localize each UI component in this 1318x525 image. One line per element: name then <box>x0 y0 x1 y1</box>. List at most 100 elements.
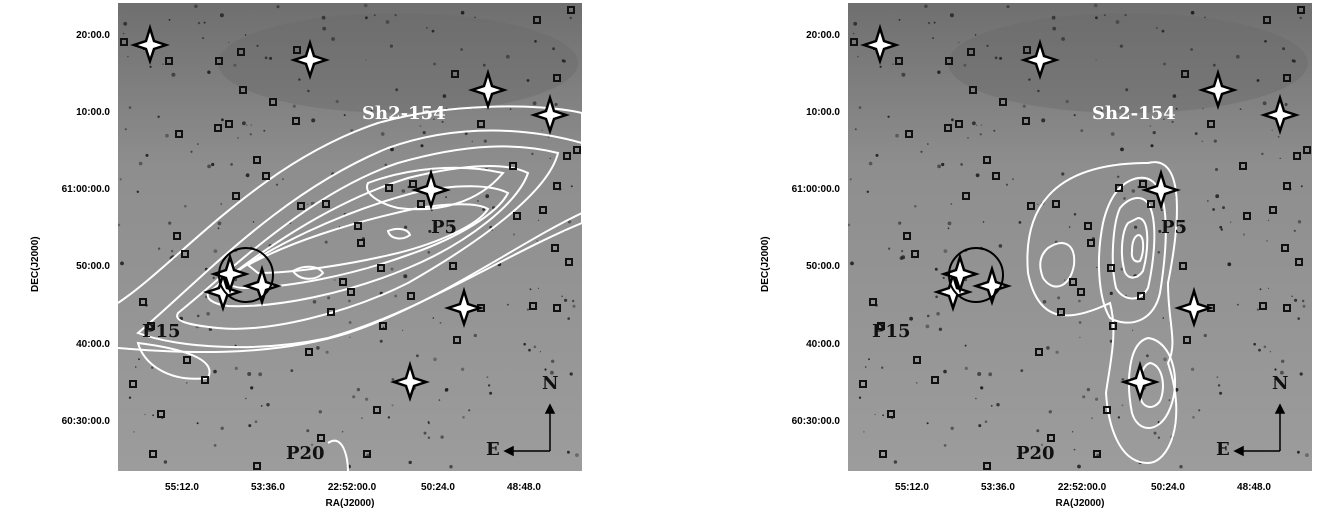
field-star <box>1279 157 1281 159</box>
field-star <box>321 15 326 20</box>
field-star <box>234 366 238 370</box>
field-star <box>1073 114 1076 117</box>
field-star <box>256 44 259 47</box>
field-star <box>460 10 465 15</box>
field-star <box>1277 135 1280 138</box>
label-p15: P15 <box>142 321 181 342</box>
field-star <box>237 137 239 139</box>
field-star <box>408 460 412 465</box>
field-star <box>974 34 977 36</box>
field-star <box>901 72 906 77</box>
field-star <box>170 249 174 253</box>
field-star <box>895 133 899 138</box>
field-star <box>980 386 984 390</box>
field-star <box>1280 370 1284 375</box>
field-star <box>1012 178 1014 181</box>
field-star <box>138 358 140 361</box>
field-star <box>993 129 996 132</box>
field-star <box>899 256 904 260</box>
field-star <box>529 288 532 291</box>
field-star <box>325 350 329 354</box>
y-axis-label: DEC(J2000) <box>30 236 41 292</box>
field-star <box>352 395 356 399</box>
field-star <box>887 115 890 119</box>
field-star <box>1006 5 1010 9</box>
field-star <box>863 431 865 433</box>
field-star <box>1207 200 1209 202</box>
field-star <box>935 295 938 299</box>
field-star <box>133 431 135 433</box>
field-star <box>423 431 427 435</box>
field-star <box>950 203 953 205</box>
field-star <box>460 48 463 51</box>
field-star <box>986 44 989 47</box>
field-star <box>211 162 215 167</box>
field-star <box>419 125 422 127</box>
field-star <box>1048 410 1052 414</box>
field-star <box>561 59 565 63</box>
field-star <box>858 106 862 109</box>
field-star <box>575 453 579 457</box>
field-star <box>427 436 431 439</box>
field-star <box>868 161 873 166</box>
field-star <box>544 368 547 371</box>
field-star <box>1192 416 1195 419</box>
field-star <box>998 244 1003 248</box>
field-star <box>1179 465 1183 469</box>
field-star <box>477 200 479 202</box>
field-star <box>512 233 516 236</box>
field-star <box>258 372 263 377</box>
cluster-circle <box>218 247 274 303</box>
field-star <box>220 426 224 430</box>
field-star <box>252 221 255 223</box>
field-star <box>282 178 284 181</box>
label-p15: P15 <box>872 321 911 342</box>
field-star <box>874 413 876 416</box>
field-star <box>394 294 398 298</box>
field-star <box>433 357 437 362</box>
field-star <box>1291 295 1293 297</box>
label-east: E <box>1216 439 1230 460</box>
field-star <box>552 47 555 51</box>
field-star <box>1046 346 1050 350</box>
field-star <box>385 20 390 24</box>
label-p20: P20 <box>286 443 325 464</box>
field-star <box>567 220 572 224</box>
field-star <box>1263 345 1267 349</box>
field-star <box>474 16 476 19</box>
field-star <box>1297 450 1300 454</box>
field-star <box>963 63 967 67</box>
field-star <box>1168 399 1171 401</box>
field-star <box>1086 387 1091 392</box>
field-star <box>1284 103 1288 106</box>
field-star <box>1256 79 1260 82</box>
field-star <box>947 221 952 226</box>
field-star <box>943 369 947 374</box>
field-star <box>537 219 540 221</box>
y-tick: 50:00.0 <box>806 261 840 272</box>
field-star <box>1041 118 1046 123</box>
field-star <box>363 3 368 8</box>
label-p20: P20 <box>1016 443 1055 464</box>
field-star <box>567 450 570 454</box>
field-star <box>924 4 928 8</box>
x-tick: 53:36.0 <box>981 482 1015 493</box>
field-star <box>1096 266 1098 269</box>
field-star <box>1036 429 1040 433</box>
field-star <box>165 133 169 138</box>
field-star <box>933 21 936 24</box>
field-star <box>850 261 854 266</box>
field-star <box>539 351 541 353</box>
field-star <box>967 137 969 139</box>
field-star <box>1222 206 1225 210</box>
field-star <box>1305 453 1309 457</box>
field-star <box>1220 228 1223 231</box>
field-star <box>1079 336 1081 338</box>
field-star <box>403 274 408 279</box>
field-star <box>127 55 129 58</box>
field-star <box>900 249 904 253</box>
field-star <box>449 224 453 228</box>
field-star <box>1163 357 1167 362</box>
field-star <box>431 29 435 33</box>
field-star <box>1157 436 1161 439</box>
